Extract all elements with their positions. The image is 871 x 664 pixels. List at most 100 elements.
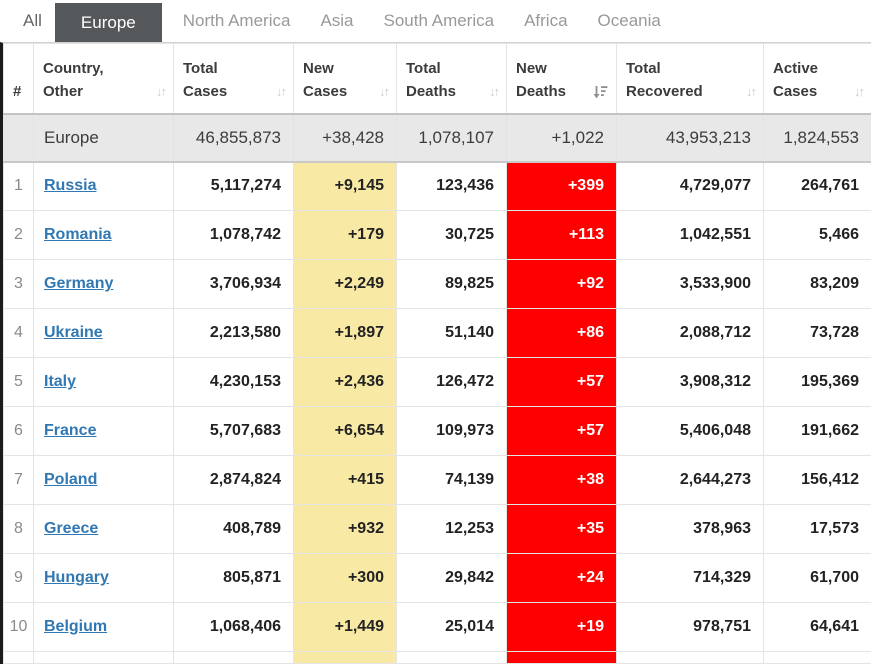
sort-unsorted-icon: ↓↑ xyxy=(485,82,498,102)
country-link[interactable]: Romania xyxy=(44,226,112,243)
country-link[interactable]: France xyxy=(44,422,96,439)
cell-new_deaths: +86 xyxy=(507,309,617,358)
cell-new_deaths: +19 xyxy=(507,603,617,652)
cell-total_recovered: 3,533,900 xyxy=(617,260,764,309)
cell-value: 12,253 xyxy=(445,520,494,537)
cell-new_deaths: +92 xyxy=(507,260,617,309)
cell-new_deaths: +113 xyxy=(507,211,617,260)
cell-new_cases: +9,145 xyxy=(294,162,397,211)
row-number: 8 xyxy=(14,520,23,537)
cell-value: +415 xyxy=(348,471,384,488)
cell-active_cases: 83,209 xyxy=(764,260,871,309)
cell-value: 978,751 xyxy=(693,618,751,635)
sort-unsorted-icon: ↓↑ xyxy=(742,82,755,102)
country-link[interactable]: Ukraine xyxy=(44,324,103,341)
country-link[interactable]: Italy xyxy=(44,373,76,390)
cell-value: +1,449 xyxy=(335,618,384,635)
column-label-bottom: Deaths xyxy=(406,80,456,103)
cell-value: 61,700 xyxy=(810,569,859,586)
cell-value: 3,706,934 xyxy=(210,275,281,292)
cell-total_deaths: 1,078,107 xyxy=(397,114,507,162)
cell-value: 126,472 xyxy=(436,373,494,390)
cell-value: 156,412 xyxy=(801,471,859,488)
cell-active_cases xyxy=(764,652,871,664)
cell-value: +92 xyxy=(577,275,604,292)
cell-value: 5,406,048 xyxy=(680,422,751,439)
cell-active_cases: 5,466 xyxy=(764,211,871,260)
cell-value: +6,654 xyxy=(335,422,384,439)
cell-value: 43,953,213 xyxy=(666,128,751,147)
cell-new_deaths: +57 xyxy=(507,358,617,407)
cell-value: +1,897 xyxy=(335,324,384,341)
cell-new_deaths: +1,022 xyxy=(507,114,617,162)
tab-europe[interactable]: Europe xyxy=(55,3,162,42)
country-link[interactable]: Hungary xyxy=(44,569,109,586)
row-number: 4 xyxy=(14,324,23,341)
cell-total_cases: 1,068,406 xyxy=(174,603,294,652)
cell-active_cases: 61,700 xyxy=(764,554,871,603)
column-label-bottom: Cases xyxy=(303,80,347,103)
cell-value: 123,436 xyxy=(436,177,494,194)
cell-value: 1,078,742 xyxy=(210,226,281,243)
cell-total_cases: 4,230,153 xyxy=(174,358,294,407)
cell-new_cases: +38,428 xyxy=(294,114,397,162)
cell-value: +38 xyxy=(577,471,604,488)
row-number: 3 xyxy=(14,275,23,292)
cell-value: 3,533,900 xyxy=(680,275,751,292)
cell-total_deaths: 30,725 xyxy=(397,211,507,260)
cell-total_cases: 5,117,274 xyxy=(174,162,294,211)
cell-value: 378,963 xyxy=(693,520,751,537)
cell-value: +24 xyxy=(577,569,604,586)
cell-country: Russia xyxy=(34,162,174,211)
cell-country: Italy xyxy=(34,358,174,407)
cell-new_deaths: +24 xyxy=(507,554,617,603)
tab-africa[interactable]: Africa xyxy=(509,0,582,42)
row-number: 10 xyxy=(10,618,28,635)
cell-value: 4,230,153 xyxy=(210,373,281,390)
cell-value: 109,973 xyxy=(436,422,494,439)
row-number: 6 xyxy=(14,422,23,439)
cell-num: 2 xyxy=(4,211,34,260)
tab-oceania[interactable]: Oceania xyxy=(583,0,676,42)
cell-active_cases: 195,369 xyxy=(764,358,871,407)
cell-total_cases: 46,855,873 xyxy=(174,114,294,162)
tab-all[interactable]: All xyxy=(16,0,49,42)
country-link[interactable]: Poland xyxy=(44,471,97,488)
row-number: 9 xyxy=(14,569,23,586)
cell-country: France xyxy=(34,407,174,456)
cell-value: +57 xyxy=(577,373,604,390)
cell-country: Europe xyxy=(34,114,174,162)
cell-value: 89,825 xyxy=(445,275,494,292)
column-label-bottom: Other xyxy=(43,80,83,103)
tab-north-america[interactable]: North America xyxy=(168,0,306,42)
cell-value: 2,644,273 xyxy=(680,471,751,488)
country-link[interactable]: Russia xyxy=(44,177,96,194)
country-link[interactable]: Germany xyxy=(44,275,113,292)
cell-value: 74,139 xyxy=(445,471,494,488)
cell-value: +57 xyxy=(577,422,604,439)
cell-num xyxy=(4,652,34,664)
cell-value: 714,329 xyxy=(693,569,751,586)
cell-new_cases: +179 xyxy=(294,211,397,260)
tab-asia[interactable]: Asia xyxy=(305,0,368,42)
column-header-country[interactable]: Country,Other↓↑ xyxy=(34,44,174,114)
cell-total_recovered: 378,963 xyxy=(617,505,764,554)
cell-new_deaths xyxy=(507,652,617,664)
country-link[interactable]: Greece xyxy=(44,520,98,537)
country-link[interactable]: Belgium xyxy=(44,618,107,635)
cell-value: 51,140 xyxy=(445,324,494,341)
cell-total_recovered: 978,751 xyxy=(617,603,764,652)
cell-num xyxy=(4,114,34,162)
tab-south-america[interactable]: South America xyxy=(369,0,510,42)
cell-country: Hungary xyxy=(34,554,174,603)
cell-total_cases: 5,707,683 xyxy=(174,407,294,456)
